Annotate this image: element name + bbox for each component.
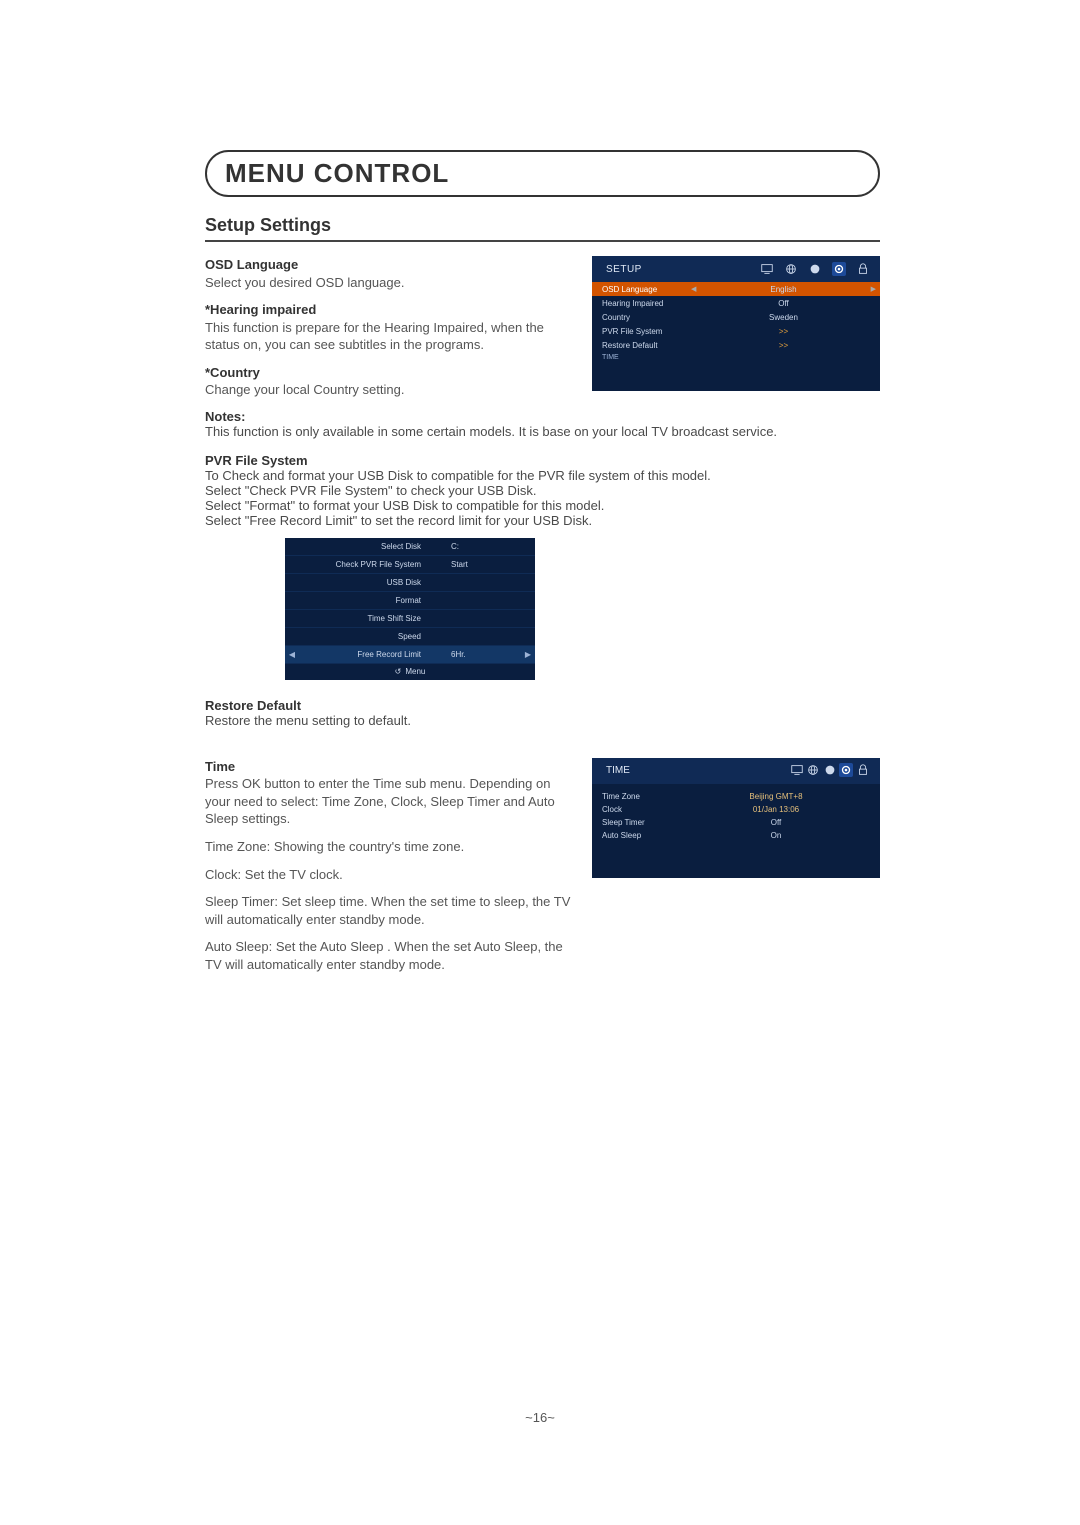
time-p5: Auto Sleep: Set the Auto Sleep . When th… [205,938,572,973]
gear-icon [839,763,853,777]
osd-time-header-label: TIME [606,765,630,776]
osd-setup-header-label: SETUP [606,264,642,275]
notes-heading: Notes: [205,409,880,424]
country-block: *Country Change your local Country setti… [205,364,572,399]
osd-language-heading: OSD Language [205,256,572,274]
back-icon: ↺ [395,667,402,676]
pvr-panel: Select DiskC: Check PVR File SystemStart… [285,538,535,680]
time-block: Time Press OK button to enter the Time s… [205,758,572,983]
time-row-timezone: Time ZoneBeijing GMT+8 [592,790,880,803]
manual-page: MENU CONTROL Setup Settings OSD Language… [0,0,1080,983]
notes-block: Notes: This function is only available i… [205,409,880,439]
time-content-row: Time Press OK button to enter the Time s… [205,758,880,983]
osd-row-pvr: PVR File System >> [592,324,880,338]
osd-time-panel: TIME Time ZoneBeijing GMT+8 Clock01/Jan … [592,758,880,878]
page-title: MENU CONTROL [225,158,860,189]
pvr-row-free-record: ◀Free Record Limit6Hr.▶ [285,646,535,664]
pvr-row-tss: Time Shift Size [285,610,535,628]
hearing-impaired-heading: *Hearing impaired [205,301,572,319]
osd-arrows: ◀▶ [687,285,880,293]
top-content-row: OSD Language Select you desired OSD lang… [205,256,880,409]
restore-block: Restore Default Restore the menu setting… [205,698,880,728]
right-arrow-icon: ▶ [521,650,535,659]
sphere-icon [808,262,822,276]
osd-language-text: Select you desired OSD language. [205,274,572,292]
restore-heading: Restore Default [205,698,880,713]
time-p4: Sleep Timer: Set sleep time. When the se… [205,893,572,928]
pvr-row-usb: USB Disk [285,574,535,592]
sphere-icon [823,763,837,777]
osd-time-header-icons [790,763,870,779]
pvr-line4: Select "Free Record Limit" to set the re… [205,513,880,528]
pvr-block: PVR File System To Check and format your… [205,453,880,528]
left-arrow-icon: ◀ [285,650,299,659]
gear-icon [832,262,846,276]
pvr-line1: To Check and format your USB Disk to com… [205,468,880,483]
hearing-impaired-block: *Hearing impaired This function is prepa… [205,301,572,354]
restore-text: Restore the menu setting to default. [205,713,880,728]
osd-time-header: TIME [592,758,880,784]
tv-icon [790,763,804,777]
osd-row-country: Country Sweden [592,310,880,324]
hearing-impaired-text: This function is prepare for the Hearing… [205,319,572,354]
pvr-row-format: Format [285,592,535,610]
title-box: MENU CONTROL [205,150,880,197]
country-heading: *Country [205,364,572,382]
osd-header-icons [760,262,870,276]
notes-text: This function is only available in some … [205,424,880,439]
osd-setup-header: SETUP [592,256,880,282]
pvr-line3: Select "Format" to format your USB Disk … [205,498,880,513]
tv-icon [760,262,774,276]
time-heading: Time [205,758,572,776]
osd-row-time: TIME [592,354,880,361]
osd-row-hearing-impaired: Hearing Impaired Off [592,296,880,310]
pvr-row-select-disk: Select DiskC: [285,538,535,556]
osd-time-rows: Time ZoneBeijing GMT+8 Clock01/Jan 13:06… [592,784,880,842]
osd-row-label: OSD Language [592,285,687,294]
left-arrow-icon: ◀ [691,285,696,293]
pvr-line2: Select "Check PVR File System" to check … [205,483,880,498]
time-row-clock: Clock01/Jan 13:06 [592,803,880,816]
lock-icon [856,763,870,777]
osd-row-osd-language: OSD Language ◀▶ English [592,282,880,296]
country-text: Change your local Country setting. [205,381,572,399]
lock-icon [856,262,870,276]
globe-icon [784,262,798,276]
osd-row-value: ◀▶ English [687,285,880,294]
time-p3: Clock: Set the TV clock. [205,866,572,884]
osd-setup-panel: SETUP OSD Language ◀▶ English [592,256,880,391]
pvr-heading: PVR File System [205,453,880,468]
left-column: OSD Language Select you desired OSD lang… [205,256,572,409]
section-title: Setup Settings [205,215,880,242]
time-p1: Press OK button to enter the Time sub me… [205,775,572,828]
right-arrow-icon: ▶ [871,285,876,293]
pvr-row-check: Check PVR File SystemStart [285,556,535,574]
globe-icon [806,763,820,777]
time-p2: Time Zone: Showing the country's time zo… [205,838,572,856]
time-row-autosleep: Auto SleepOn [592,829,880,842]
osd-setup-rows: OSD Language ◀▶ English Hearing Impaired… [592,282,880,361]
page-number: ~16~ [0,1410,1080,1425]
osd-language-block: OSD Language Select you desired OSD lang… [205,256,572,291]
osd-row-restore: Restore Default >> [592,338,880,352]
pvr-row-speed: Speed [285,628,535,646]
time-row-sleeptimer: Sleep TimerOff [592,816,880,829]
pvr-panel-footer: ↺Menu [285,664,535,680]
